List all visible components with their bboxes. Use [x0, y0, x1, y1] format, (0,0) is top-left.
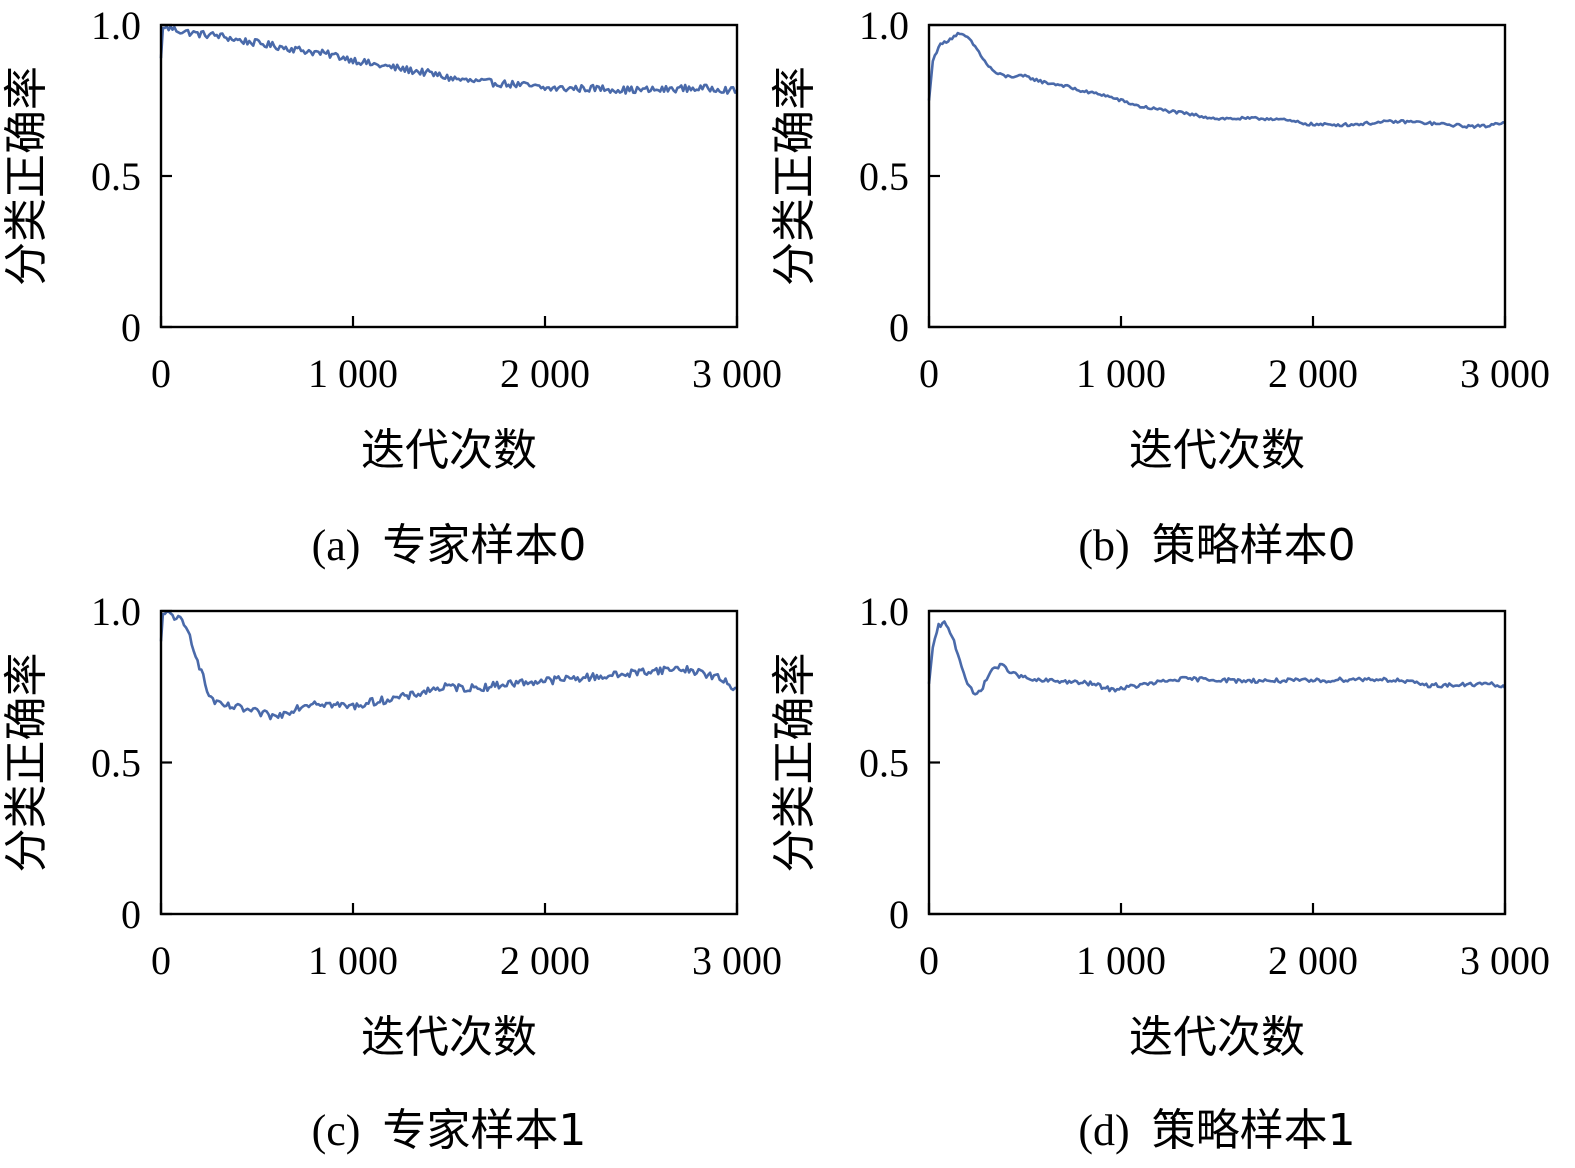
x-tick-label: 0: [919, 938, 939, 983]
y-axis-title: 分类正确率: [1, 66, 52, 286]
panel-caption: (d) 策略样本1: [1078, 1105, 1355, 1156]
caption-text: 专家样本1: [382, 1105, 586, 1156]
x-tick-label: 3 000: [1460, 938, 1550, 983]
y-tick-label: 0.5: [91, 154, 141, 199]
x-tick-label: 3 000: [692, 938, 782, 983]
x-tick-label: 1 000: [308, 938, 398, 983]
y-tick-label: 0: [889, 892, 909, 937]
panel-caption: (c) 专家样本1: [312, 1105, 587, 1156]
caption-text: 专家样本0: [382, 520, 586, 571]
x-tick-label: 2 000: [500, 351, 590, 396]
caption-tag: (a): [312, 521, 361, 570]
panel-c: 0 1 000 2 000 3 000 0 0.5 1.0 迭代次数 分类正确率 (c) 专家样本1: [1, 589, 782, 1156]
y-tick-label: 0: [121, 305, 141, 350]
x-tick-label: 2 000: [1268, 351, 1358, 396]
y-axis-title: 分类正确率: [1, 653, 52, 873]
x-tick-label: 3 000: [1460, 351, 1550, 396]
caption-text: 策略样本0: [1152, 520, 1356, 571]
x-tick-label: 1 000: [1076, 351, 1166, 396]
plot-frame: [927, 23, 1507, 329]
x-tick-label: 0: [151, 938, 171, 983]
y-tick-label: 1.0: [859, 589, 909, 634]
caption-tag: (b): [1078, 521, 1129, 570]
panel-d: 0 1 000 2 000 3 000 0 0.5 1.0 迭代次数 分类正确率 (d) 策略样本1: [769, 589, 1550, 1156]
series-line: [927, 31, 1506, 129]
y-tick-label: 1.0: [91, 589, 141, 634]
plot-frame: [159, 23, 739, 329]
panel-caption: (b) 策略样本0: [1078, 520, 1355, 571]
x-tick-label: 0: [151, 351, 171, 396]
y-axis-title: 分类正确率: [769, 653, 820, 873]
x-axis-title: 迭代次数: [361, 425, 537, 476]
y-tick-label: 1.0: [91, 3, 141, 48]
y-tick-label: 0: [121, 892, 141, 937]
y-tick-label: 0.5: [859, 741, 909, 786]
series-line: [927, 620, 1507, 696]
series-line: [159, 610, 738, 721]
caption-text: 策略样本1: [1152, 1105, 1356, 1156]
x-axis-title: 迭代次数: [361, 1012, 537, 1063]
y-tick-label: 0.5: [859, 154, 909, 199]
x-tick-label: 0: [919, 351, 939, 396]
y-tick-label: 0.5: [91, 741, 141, 786]
panel-caption: (a) 专家样本0: [312, 520, 587, 571]
panel-b: 0 1 000 2 000 3 000 0 0.5 1.0 迭代次数 分类正确率 (b) 策略样本0: [769, 3, 1550, 571]
y-axis-title: 分类正确率: [769, 66, 820, 286]
x-tick-label: 1 000: [308, 351, 398, 396]
series-line: [159, 24, 738, 95]
caption-tag: (c): [312, 1106, 361, 1155]
y-tick-label: 0: [889, 305, 909, 350]
plot-frame: [927, 609, 1507, 916]
x-axis-title: 迭代次数: [1129, 1012, 1305, 1063]
y-tick-label: 1.0: [859, 3, 909, 48]
x-tick-label: 2 000: [1268, 938, 1358, 983]
caption-tag: (d): [1078, 1106, 1129, 1155]
x-tick-label: 3 000: [692, 351, 782, 396]
x-axis-title: 迭代次数: [1129, 425, 1305, 476]
panel-a: 0 1 000 2 000 3 000 0 0.5 1.0 迭代次数 分类正确率 (a) 专家样本0: [1, 3, 782, 571]
x-tick-label: 1 000: [1076, 938, 1166, 983]
plot-frame: [159, 609, 739, 916]
x-tick-label: 2 000: [500, 938, 590, 983]
